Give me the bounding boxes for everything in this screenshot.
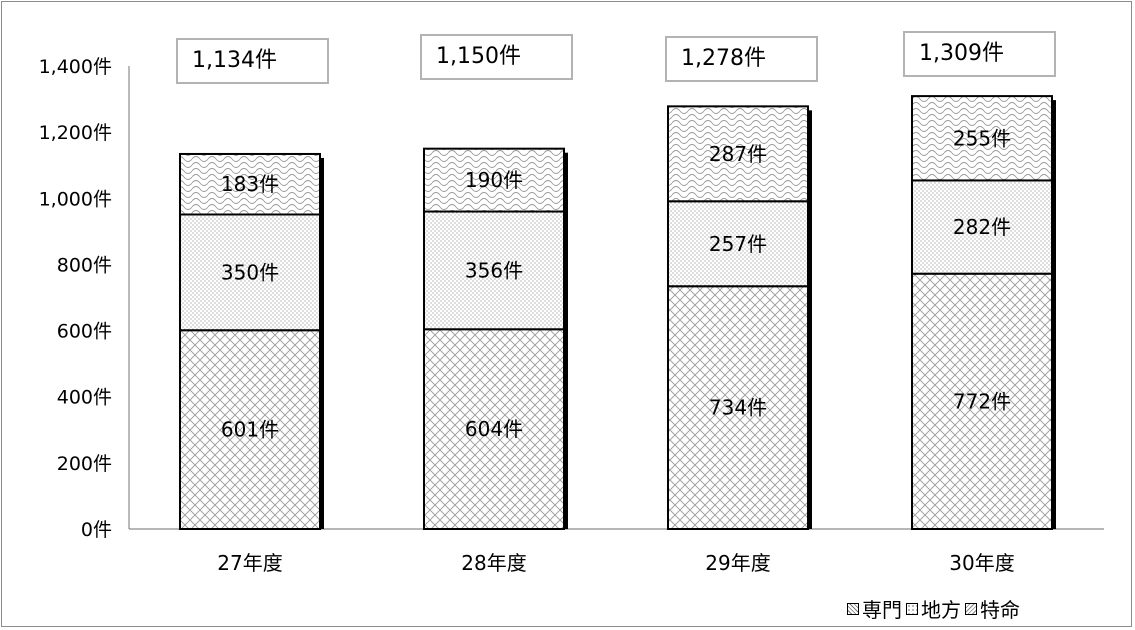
total-label: 1,278件 (665, 36, 818, 82)
bars (179, 95, 1056, 531)
data-label-chiho: 350件 (221, 260, 279, 284)
x-tick-label: 29年度 (705, 551, 770, 575)
total-label: 1,150件 (420, 34, 573, 80)
legend: 専門 地方 特命 (847, 594, 1024, 623)
legend-swatch-tokumei (965, 602, 977, 615)
bar-segment-tokumei (179, 152, 321, 216)
bar-segment-chiho (667, 200, 809, 288)
data-label-senmon: 604件 (465, 417, 523, 441)
bar-segment-chiho (911, 179, 1053, 275)
total-label: 1,309件 (903, 31, 1056, 77)
legend-label-tokumei: 特命 (980, 598, 1020, 622)
y-tick-label: 600件 (57, 321, 112, 343)
data-label-chiho: 257件 (709, 232, 767, 256)
y-tick-label: 1,000件 (39, 188, 112, 210)
bar-segment-tokumei (423, 147, 565, 213)
bar-labels: 601件 350件 183件 604件 356件 190件 734件 257件 287件 772件… (221, 126, 1011, 441)
legend-item-chiho: 地方 (906, 594, 961, 623)
data-label-tokumei: 183件 (221, 172, 279, 196)
axes: 0件 200件 400件 600件 800件 1,000件 1,200件 1,400件 27年度… (39, 56, 1104, 575)
data-label-tokumei: 287件 (709, 142, 767, 166)
legend-label-senmon: 専門 (862, 598, 902, 622)
legend-swatch-chiho (906, 602, 918, 615)
total-label: 1,134件 (176, 38, 329, 84)
bar-segment-tokumei (667, 105, 809, 203)
x-tick-label: 30年度 (949, 551, 1014, 575)
legend-item-tokumei: 特命 (965, 594, 1020, 623)
data-label-tokumei: 255件 (953, 126, 1011, 150)
y-tick-label: 1,200件 (39, 122, 112, 144)
data-label-senmon: 601件 (221, 418, 279, 442)
y-tick-label: 1,400件 (39, 56, 112, 78)
bar-segment-senmon (667, 285, 809, 530)
y-tick-label: 0件 (81, 519, 112, 541)
data-label-chiho: 356件 (465, 258, 523, 282)
data-label-senmon: 734件 (709, 396, 767, 420)
data-label-tokumei: 190件 (465, 168, 523, 192)
legend-label-chiho: 地方 (921, 598, 961, 622)
x-tick-label: 28年度 (461, 551, 526, 575)
legend-swatch-senmon (847, 602, 859, 615)
data-label-chiho: 282件 (953, 215, 1011, 239)
bar-segment-senmon (423, 328, 565, 530)
bar-segment-chiho (179, 213, 321, 332)
y-tick-label: 200件 (57, 453, 112, 475)
x-tick-label: 27年度 (217, 551, 282, 575)
y-tick-label: 400件 (57, 387, 112, 409)
bar-segment-senmon (179, 329, 321, 531)
bar-segment-chiho (423, 210, 565, 331)
legend-item-senmon: 専門 (847, 594, 902, 623)
data-label-senmon: 772件 (953, 389, 1011, 413)
y-tick-label: 800件 (57, 254, 112, 276)
bar-segment-tokumei (911, 95, 1053, 182)
